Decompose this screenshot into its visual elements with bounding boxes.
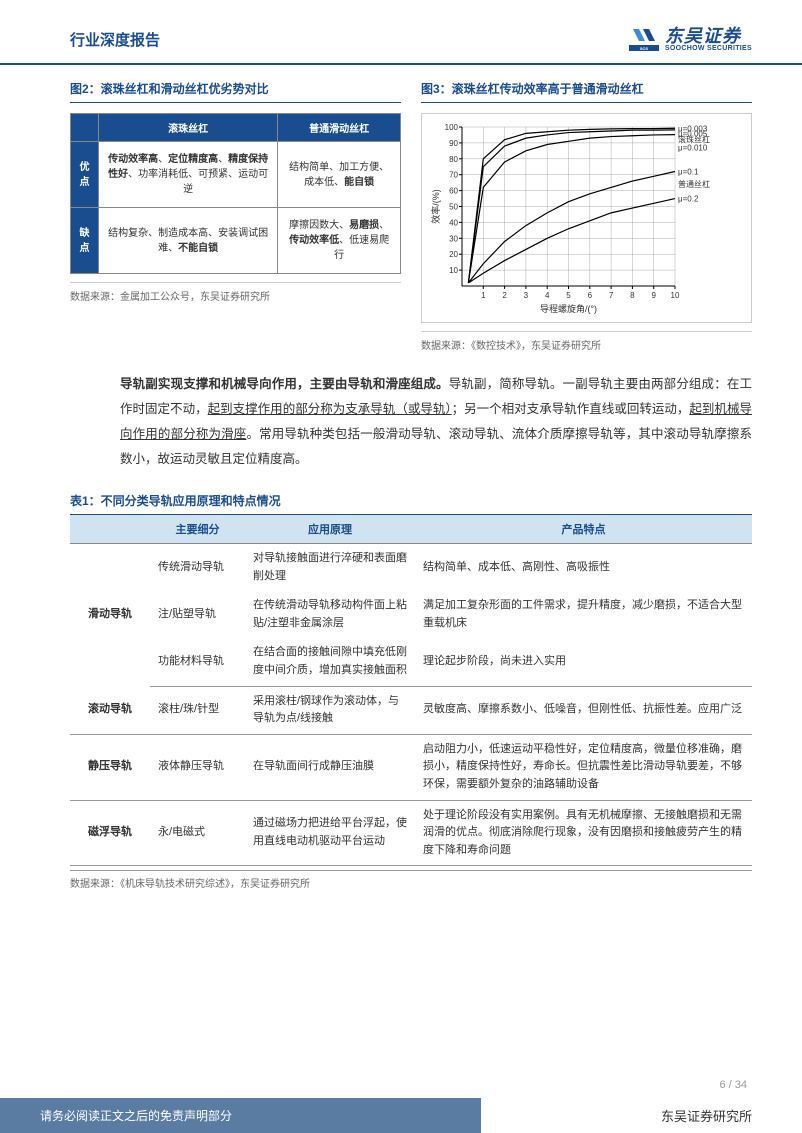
fig2-row2-cell2: 摩擦因数大、易磨损、传动效率低、低速易爬行 bbox=[278, 208, 401, 274]
table-principle: 通过磁场力把进给平台浮起，使用直线电动机驱动平台运动 bbox=[245, 800, 415, 866]
figure-2-source: 数据来源：金属加工公众号，东吴证券研究所 bbox=[70, 282, 401, 303]
svg-text:导程螺旋角/(°): 导程螺旋角/(°) bbox=[540, 303, 597, 314]
para-bold: 导轨副实现支撑和机械导向作用，主要由导轨和滑座组成。 bbox=[120, 377, 449, 391]
table-1-title: 表1：不同分类导轨应用原理和特点情况 bbox=[70, 492, 752, 515]
figure-3-source: 数据来源：《数控技术》，东吴证券研究所 bbox=[421, 331, 752, 352]
report-type: 行业深度报告 bbox=[70, 29, 160, 50]
page-footer: 请务必阅读正文之后的免责声明部分 东吴证券研究所 bbox=[0, 1098, 802, 1133]
fig2-th-blank bbox=[71, 114, 99, 142]
svg-text:8: 8 bbox=[630, 291, 635, 300]
table-1: 主要细分 应用原理 产品特点 滑动导轨传统滑动导轨对导轨接触面进行淬硬和表面磨削… bbox=[70, 515, 752, 866]
figure-2: 图2：滚珠丝杠和滑动丝杠优劣势对比 滚珠丝杠 普通滑动丝杠 优点 传动效率高、定… bbox=[70, 80, 401, 352]
svg-text:70: 70 bbox=[449, 171, 458, 180]
table-category: 静压导轨 bbox=[70, 734, 150, 800]
tbl-h0 bbox=[70, 515, 150, 544]
table-feature: 满足加工复杂形面的工件需求，提升精度，减少磨损，不适合大型重载机床 bbox=[415, 591, 752, 638]
svg-text:7: 7 bbox=[609, 291, 614, 300]
table-subdivision: 功能材料导轨 bbox=[150, 638, 245, 686]
fig2-th-col2: 普通滑动丝杠 bbox=[278, 114, 401, 142]
svg-text:5: 5 bbox=[566, 291, 571, 300]
fig2-th-col1: 滚珠丝杠 bbox=[99, 114, 278, 142]
page-number: 6 / 34 bbox=[719, 1079, 747, 1091]
table-principle: 采用滚柱/钢球作为滚动体，与导轨为点/线接触 bbox=[245, 686, 415, 734]
svg-text:9: 9 bbox=[651, 291, 656, 300]
table-1-source: 数据来源：《机床导轨技术研究综述》，东吴证券研究所 bbox=[70, 870, 752, 890]
fig2-row2-label: 缺点 bbox=[71, 208, 99, 274]
svg-text:1: 1 bbox=[481, 291, 486, 300]
table-subdivision: 滚柱/珠/针型 bbox=[150, 686, 245, 734]
svg-text:10: 10 bbox=[671, 291, 680, 300]
fig2-row1-cell1: 传动效率高、定位精度高、精度保持性好、功率消耗低、可预紧、运动可逆 bbox=[99, 142, 278, 208]
svg-text:30: 30 bbox=[449, 234, 458, 243]
svg-text:SCS: SCS bbox=[640, 46, 649, 51]
table-principle: 在结合面的接触间隙中填充低刚度中间介质，增加真实接触面积 bbox=[245, 638, 415, 686]
table-feature: 结构简单、成本低、高刚性、高吸振性 bbox=[415, 544, 752, 592]
table-principle: 在导轨面间行成静压油膜 bbox=[245, 734, 415, 800]
svg-text:μ=0.1: μ=0.1 bbox=[678, 168, 699, 177]
svg-text:60: 60 bbox=[449, 187, 458, 196]
table-category: 滑动导轨 bbox=[70, 544, 150, 687]
table-category: 磁浮导轨 bbox=[70, 800, 150, 866]
table-feature: 灵敏度高、摩擦系数小、低噪音，但刚性低、抗振性差。应用广泛 bbox=[415, 686, 752, 734]
svg-text:2: 2 bbox=[502, 291, 507, 300]
figure-2-table: 滚珠丝杠 普通滑动丝杠 优点 传动效率高、定位精度高、精度保持性好、功率消耗低、… bbox=[70, 113, 401, 274]
efficiency-chart: 10203040506070809010012345678910μ=0.003μ… bbox=[427, 119, 737, 314]
svg-text:100: 100 bbox=[445, 123, 459, 132]
logo-icon: SCS bbox=[629, 25, 659, 53]
table-feature: 理论起步阶段，尚未进入实用 bbox=[415, 638, 752, 686]
logo-text-cn: 东吴证券 bbox=[665, 27, 752, 45]
tbl-h3: 产品特点 bbox=[415, 515, 752, 544]
svg-text:3: 3 bbox=[524, 291, 529, 300]
fig2-row1-cell2: 结构简单、加工方便、成本低、能自锁 bbox=[278, 142, 401, 208]
page-header: 行业深度报告 SCS 东吴证券 SOOCHOW SECURITIES bbox=[0, 0, 802, 65]
svg-text:10: 10 bbox=[449, 266, 458, 275]
svg-text:40: 40 bbox=[449, 218, 458, 227]
table-subdivision: 液体静压导轨 bbox=[150, 734, 245, 800]
figure-2-title: 图2：滚珠丝杠和滑动丝杠优劣势对比 bbox=[70, 80, 401, 103]
table-feature: 启动阻力小，低速运动平稳性好，定位精度高，微量位移准确，磨损小，精度保持性好，寿… bbox=[415, 734, 752, 800]
figure-3-title: 图3：滚珠丝杠传动效率高于普通滑动丝杠 bbox=[421, 80, 752, 103]
table-feature: 处于理论阶段没有实用案例。具有无机械摩擦、无接触磨损和无需润滑的优点。彻底消除爬… bbox=[415, 800, 752, 866]
disclaimer-text: 请务必阅读正文之后的免责声明部分 bbox=[40, 1107, 232, 1124]
svg-text:80: 80 bbox=[449, 155, 458, 164]
svg-text:20: 20 bbox=[449, 250, 458, 259]
svg-text:90: 90 bbox=[449, 139, 458, 148]
body-paragraph: 导轨副实现支撑和机械导向作用，主要由导轨和滑座组成。导轨副，简称导轨。一副导轨主… bbox=[120, 372, 752, 472]
svg-text:效率/(%): 效率/(%) bbox=[430, 189, 441, 224]
fig2-row2-cell1: 结构复杂、制造成本高、安装调试困难、不能自锁 bbox=[99, 208, 278, 274]
table-principle: 对导轨接触面进行淬硬和表面磨削处理 bbox=[245, 544, 415, 592]
table-subdivision: 永/电磁式 bbox=[150, 800, 245, 866]
table-category: 滚动导轨 bbox=[70, 686, 150, 734]
tbl-h2: 应用原理 bbox=[245, 515, 415, 544]
svg-text:6: 6 bbox=[588, 291, 593, 300]
table-subdivision: 注/贴塑导轨 bbox=[150, 591, 245, 638]
figure-3: 图3：滚珠丝杠传动效率高于普通滑动丝杠 10 20 30 40 50 60 70 80 90 10… bbox=[421, 80, 752, 352]
institute-name: 东吴证券研究所 bbox=[661, 1106, 752, 1125]
table-subdivision: 传统滑动导轨 bbox=[150, 544, 245, 592]
fig2-row1-label: 优点 bbox=[71, 142, 99, 208]
logo-text-en: SOOCHOW SECURITIES bbox=[665, 45, 752, 52]
svg-text:μ=0.2: μ=0.2 bbox=[678, 195, 699, 204]
svg-text:4: 4 bbox=[545, 291, 550, 300]
svg-text:μ=0.010: μ=0.010 bbox=[678, 144, 708, 153]
svg-text:普通丝杠: 普通丝杠 bbox=[678, 179, 710, 189]
company-logo: SCS 东吴证券 SOOCHOW SECURITIES bbox=[629, 25, 752, 53]
tbl-h1: 主要细分 bbox=[150, 515, 245, 544]
table-principle: 在传统滑动导轨移动构件面上粘贴/注塑非金属涂层 bbox=[245, 591, 415, 638]
svg-text:50: 50 bbox=[449, 203, 458, 212]
